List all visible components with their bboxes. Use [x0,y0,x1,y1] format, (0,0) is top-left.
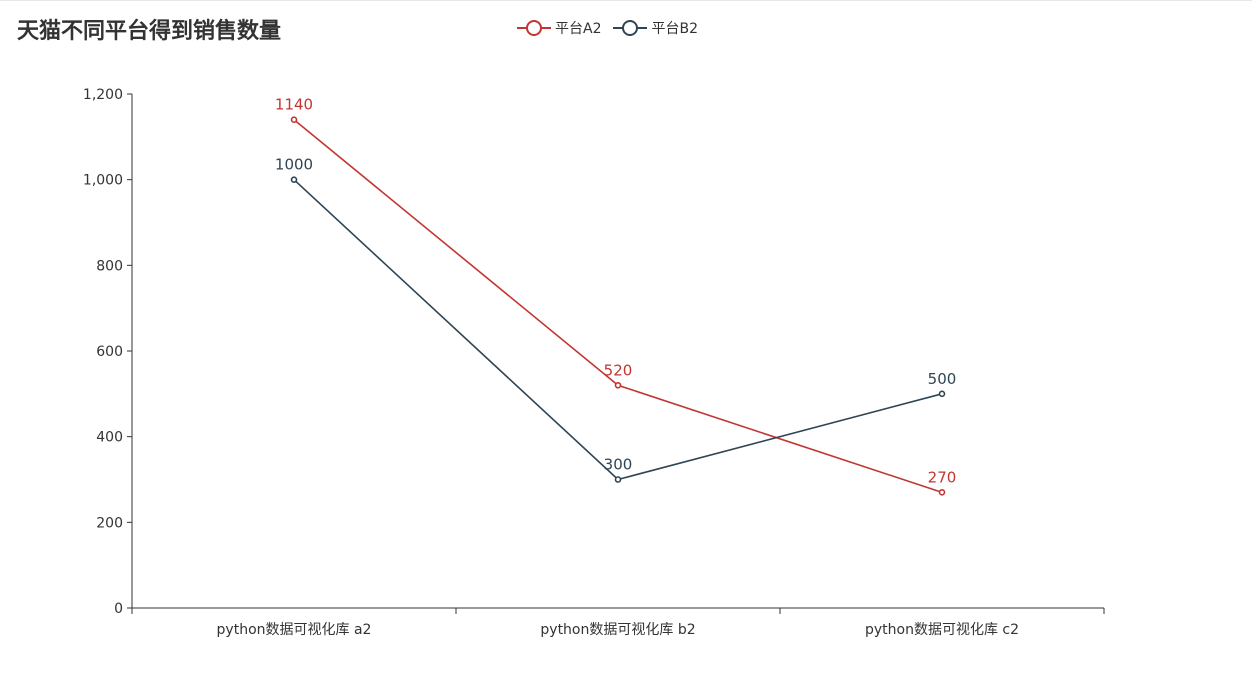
series-line-1 [293,179,943,481]
y-tick-label: 0 [114,601,123,617]
y-tick-label: 200 [96,515,123,531]
data-label: 520 [604,361,633,379]
data-label: 270 [928,468,957,486]
data-label: 300 [604,456,633,474]
y-tick-label: 1,200 [83,87,123,103]
legend-item-series-b[interactable]: 平台B2 [613,18,698,38]
legend-marker-series-b-icon [613,20,648,36]
legend-label-series-b: 平台B2 [651,21,698,37]
y-tick-label: 1,000 [83,173,123,189]
data-point [938,390,946,398]
data-point [614,476,622,483]
y-tick-label: 400 [96,430,123,446]
data-point [290,116,298,123]
legend: 平台A2 平台B2 [517,17,710,39]
data-label: 1000 [275,156,313,174]
y-tick-label: 600 [96,344,123,360]
x-tick-label: python数据可视化库 a2 [217,622,372,638]
data-point [938,489,946,496]
data-label: 1140 [275,96,313,114]
data-label: 500 [928,370,957,388]
legend-marker-series-a-icon [517,20,551,36]
legend-item-series-a[interactable]: 平台A2 [517,18,601,38]
legend-label-series-a: 平台A2 [555,21,602,37]
x-tick-label: python数据可视化库 b2 [540,622,695,638]
series-line-0 [293,119,943,494]
data-point [290,176,298,183]
x-tick-label: python数据可视化库 c2 [865,622,1019,638]
data-point [614,381,622,389]
chart-title: 天猫不同平台得到销售数量 [17,19,282,44]
y-tick-label: 800 [96,258,123,274]
top-divider [0,0,1252,1]
